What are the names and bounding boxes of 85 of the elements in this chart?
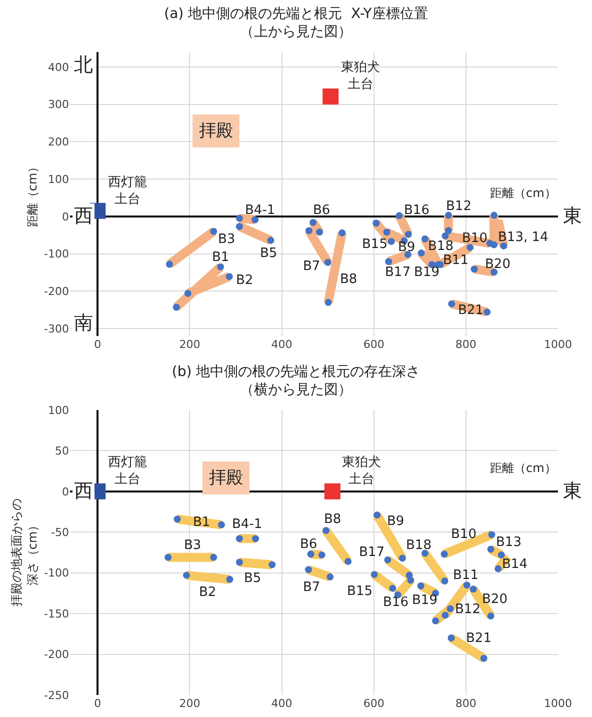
- annotation: 拝殿: [209, 468, 243, 488]
- series-label: B3: [184, 538, 202, 553]
- series-label: B13: [496, 535, 522, 550]
- series-label: B19: [412, 593, 438, 608]
- series-label: B4-1: [245, 203, 276, 218]
- x-tick-label: 0: [94, 697, 102, 710]
- y-tick-label: 0: [62, 210, 69, 224]
- series-label: B4-1: [232, 517, 262, 532]
- y-tick-label: -100: [44, 566, 69, 580]
- series-label: B9: [387, 514, 404, 529]
- x-tick-label: 800: [455, 697, 476, 710]
- text: 東: [563, 205, 582, 227]
- y-tick-label: 200: [48, 136, 69, 149]
- series-label: B2: [236, 273, 254, 288]
- y-tick-label: -200: [44, 648, 69, 662]
- series-label: B8: [324, 512, 342, 527]
- x-axis-title: 距離（cm）: [490, 186, 556, 200]
- series-label: 東狛犬土台: [342, 455, 381, 487]
- series-label: B6: [313, 203, 330, 218]
- series-label: B7: [303, 580, 320, 595]
- y-tick-label: -150: [44, 607, 69, 620]
- series-label: B18: [406, 538, 432, 553]
- series-label: B8: [340, 272, 358, 287]
- series-label: B1: [193, 515, 210, 530]
- series-label: B12: [455, 602, 480, 617]
- y-tick-label: -200: [44, 285, 69, 298]
- x-tick-label: 200: [179, 697, 200, 710]
- series-label: B21: [466, 631, 492, 646]
- annotation: 北: [74, 54, 93, 76]
- annotation: 南: [74, 312, 93, 334]
- series-label: 西灯籠土台: [108, 175, 147, 207]
- series-label: B3: [218, 232, 236, 247]
- series-label: B6: [300, 537, 318, 552]
- y-tick-label: 400: [48, 60, 69, 74]
- series-label: B15: [347, 584, 372, 599]
- y-tick-label: 100: [48, 172, 69, 186]
- series-label: 西灯籠土台: [108, 455, 147, 487]
- annotation: 西: [74, 205, 93, 227]
- y-tick-label: 50: [55, 444, 69, 458]
- series-label: B20: [485, 257, 510, 272]
- x-tick-label: 200: [179, 338, 200, 351]
- series-label: B19: [414, 265, 440, 280]
- series-label: B16: [383, 595, 408, 610]
- series-label: B5: [244, 571, 262, 586]
- series-label: B10: [451, 527, 476, 542]
- series-label: B11: [453, 568, 478, 583]
- x-axis-title: 距離（cm）: [490, 461, 556, 475]
- series-label: B7: [303, 259, 320, 274]
- y-axis-title: 拝殿の地表面からの深さ（cm）: [10, 498, 40, 606]
- y-tick-label: 100: [48, 404, 69, 417]
- y-tick-label: 300: [48, 98, 69, 112]
- series-label: B11: [443, 253, 468, 268]
- y-axis-title: 距離（cm）: [25, 160, 40, 228]
- chart-title: (a) 地中側の根の先端と根元 X-Y座標位置: [164, 6, 428, 22]
- series-label: B17: [359, 545, 384, 560]
- series-label: B15: [362, 237, 388, 252]
- series-label: B5: [260, 246, 278, 261]
- y-tick-label: -100: [44, 248, 69, 261]
- annotation: 西: [74, 480, 93, 502]
- x-tick-label: 400: [271, 697, 292, 710]
- text: 東: [563, 480, 582, 502]
- x-tick-label: 400: [271, 338, 292, 351]
- series-label: B21: [458, 303, 484, 318]
- series-label: B2: [199, 585, 216, 600]
- chart-subtitle: （横から見た図）: [240, 382, 352, 398]
- x-tick-label: 600: [363, 697, 384, 710]
- series-label: B17: [385, 265, 410, 280]
- y-tick-label: 0: [62, 485, 69, 498]
- x-tick-label: 1000: [544, 697, 572, 710]
- series-label: 東狛犬土台: [341, 60, 380, 92]
- x-tick-label: 1000: [544, 338, 572, 351]
- series-label: B9: [398, 240, 416, 255]
- series-label: B1: [212, 250, 230, 265]
- x-tick-label: 0: [94, 338, 102, 351]
- series-label: B12: [446, 199, 472, 214]
- x-tick-label: 600: [363, 338, 384, 351]
- chart-title: (b) 地中側の根の先端と根元の存在深さ: [172, 364, 420, 380]
- annotation: 拝殿: [199, 121, 233, 141]
- x-tick-label: 800: [455, 338, 476, 351]
- y-tick-label: -250: [44, 688, 69, 702]
- chart-subtitle: （上から見た図）: [240, 24, 352, 40]
- series-label: B16: [404, 203, 430, 218]
- y-tick-label: -50: [51, 526, 69, 539]
- y-tick-label: -300: [44, 322, 69, 336]
- series-label: B10: [462, 231, 488, 246]
